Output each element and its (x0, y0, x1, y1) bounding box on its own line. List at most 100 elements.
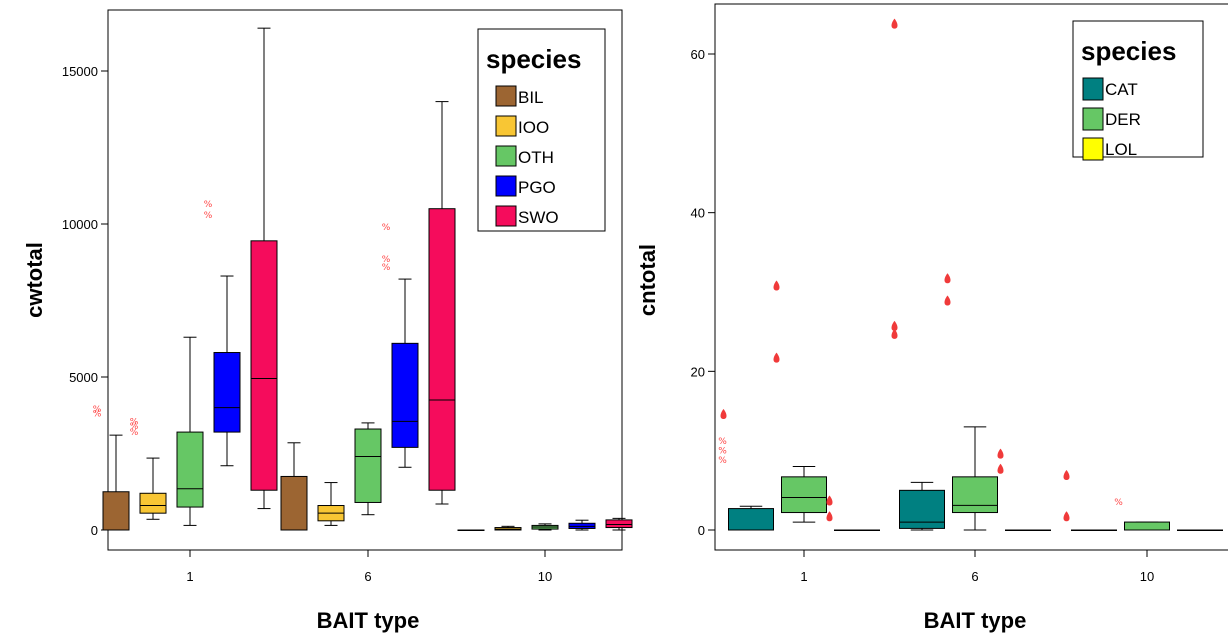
legend-label: CAT (1105, 80, 1138, 99)
y-tick-label: 5000 (69, 370, 98, 385)
x-axis-title: BAIT type (924, 608, 1027, 633)
extreme-mark (891, 328, 898, 339)
box-PGO-1: %% (204, 200, 241, 467)
y-tick-label: 0 (91, 523, 98, 538)
extreme-mark (773, 280, 780, 291)
box-LOL-6 (997, 448, 1051, 531)
y-tick-label: 20 (691, 364, 705, 379)
box-PGO-10 (568, 519, 596, 531)
legend-swatch (495, 85, 517, 107)
y-axis: 0 5000 10000 15000 (62, 64, 108, 538)
box-CAT-10 (1063, 470, 1117, 531)
extreme-mark (1063, 470, 1070, 481)
outlier-mark: % (130, 417, 139, 427)
legend-item-swo: SWO (495, 205, 559, 227)
outlier-mark: % (130, 428, 139, 438)
box-CAT-1: %%% (718, 408, 774, 531)
extreme-mark (944, 295, 951, 306)
x-tick-label: 6 (364, 569, 371, 584)
box-OTH-10 (531, 523, 559, 531)
outlier-mark: % (204, 211, 213, 221)
outlier-mark: % (130, 422, 139, 432)
box-DER-1 (773, 280, 827, 523)
y-axis: 0 20 40 60 (691, 47, 715, 538)
legend-label: BIL (518, 88, 544, 107)
outlier-mark: % (93, 410, 102, 420)
x-tick-label: 1 (186, 569, 193, 584)
box-BIL-10 (457, 529, 485, 531)
legend-item-ioo: IOO (495, 115, 549, 137)
box-BIL-6 (280, 442, 308, 531)
box-group: %%%%%%%%%% (93, 27, 633, 531)
outlier-mark: % (382, 223, 391, 233)
legend-swatch (495, 115, 517, 137)
box-body (176, 431, 204, 508)
box-body (605, 519, 633, 529)
extreme-mark (997, 448, 1004, 459)
outlier-mark: % (718, 437, 727, 447)
box-IOO-10 (494, 525, 522, 531)
y-axis-title: cntotal (635, 244, 660, 316)
x-tick-label: 10 (1140, 569, 1154, 584)
box-LOL-10 (1177, 529, 1223, 531)
outlier-mark: % (1114, 498, 1123, 508)
extreme-mark (720, 408, 727, 419)
box-body (280, 475, 308, 531)
x-axis-title: BAIT type (317, 608, 420, 633)
outlier-mark: % (718, 456, 727, 466)
outlier-mark: % (93, 405, 102, 415)
legend-label: OTH (518, 148, 554, 167)
box-IOO-1: %%% (130, 417, 167, 520)
box-body (213, 352, 241, 433)
box-SWO-6 (428, 101, 456, 505)
outlier-mark: % (718, 447, 727, 457)
legend-title: species (1081, 36, 1176, 66)
extreme-mark (891, 18, 898, 29)
legend-label: PGO (518, 178, 556, 197)
legend-item-lol: LOL (1082, 137, 1137, 161)
legend-swatch (495, 175, 517, 197)
extreme-mark (997, 463, 1004, 474)
legend-item-cat: CAT (1082, 77, 1138, 101)
y-tick-label: 15000 (62, 64, 98, 79)
x-tick-label: 1 (800, 569, 807, 584)
box-body (1124, 521, 1170, 531)
legend-item-oth: OTH (495, 145, 554, 167)
box-CAT-6 (891, 18, 945, 531)
box-body (250, 240, 278, 491)
legend-swatch (1082, 77, 1104, 101)
legend-items: CAT DER LOL (1082, 77, 1141, 161)
legend-label: SWO (518, 208, 559, 227)
box-body (899, 489, 945, 529)
y-tick-label: 40 (691, 206, 705, 221)
box-body (781, 476, 827, 514)
outlier-mark: % (382, 263, 391, 273)
legend-item-der: DER (1082, 107, 1141, 131)
legend-item-bil: BIL (495, 85, 544, 107)
outlier-mark: % (382, 255, 391, 265)
y-tick-label: 60 (691, 47, 705, 62)
x-axis: 1 6 10 (800, 550, 1154, 584)
legend-swatch (1082, 137, 1104, 161)
legend-label: IOO (518, 118, 549, 137)
legend: species BIL IOO OTH PGO SWO (477, 28, 606, 232)
legend-swatch (1082, 107, 1104, 131)
box-SWO-10 (605, 517, 633, 531)
x-tick-label: 10 (538, 569, 552, 584)
legend-label: DER (1105, 110, 1141, 129)
box-body (102, 491, 130, 531)
box-DER-6 (944, 273, 998, 531)
box-PGO-6: %%% (382, 223, 419, 468)
outlier-mark: % (204, 200, 213, 210)
legend-swatch (495, 145, 517, 167)
box-body (391, 342, 419, 448)
box-body (428, 208, 456, 491)
box-body (139, 492, 167, 514)
extreme-mark (826, 495, 833, 506)
legend-title: species (486, 44, 581, 74)
extreme-mark (773, 352, 780, 363)
box-body (728, 508, 774, 531)
legend-swatch (495, 205, 517, 227)
